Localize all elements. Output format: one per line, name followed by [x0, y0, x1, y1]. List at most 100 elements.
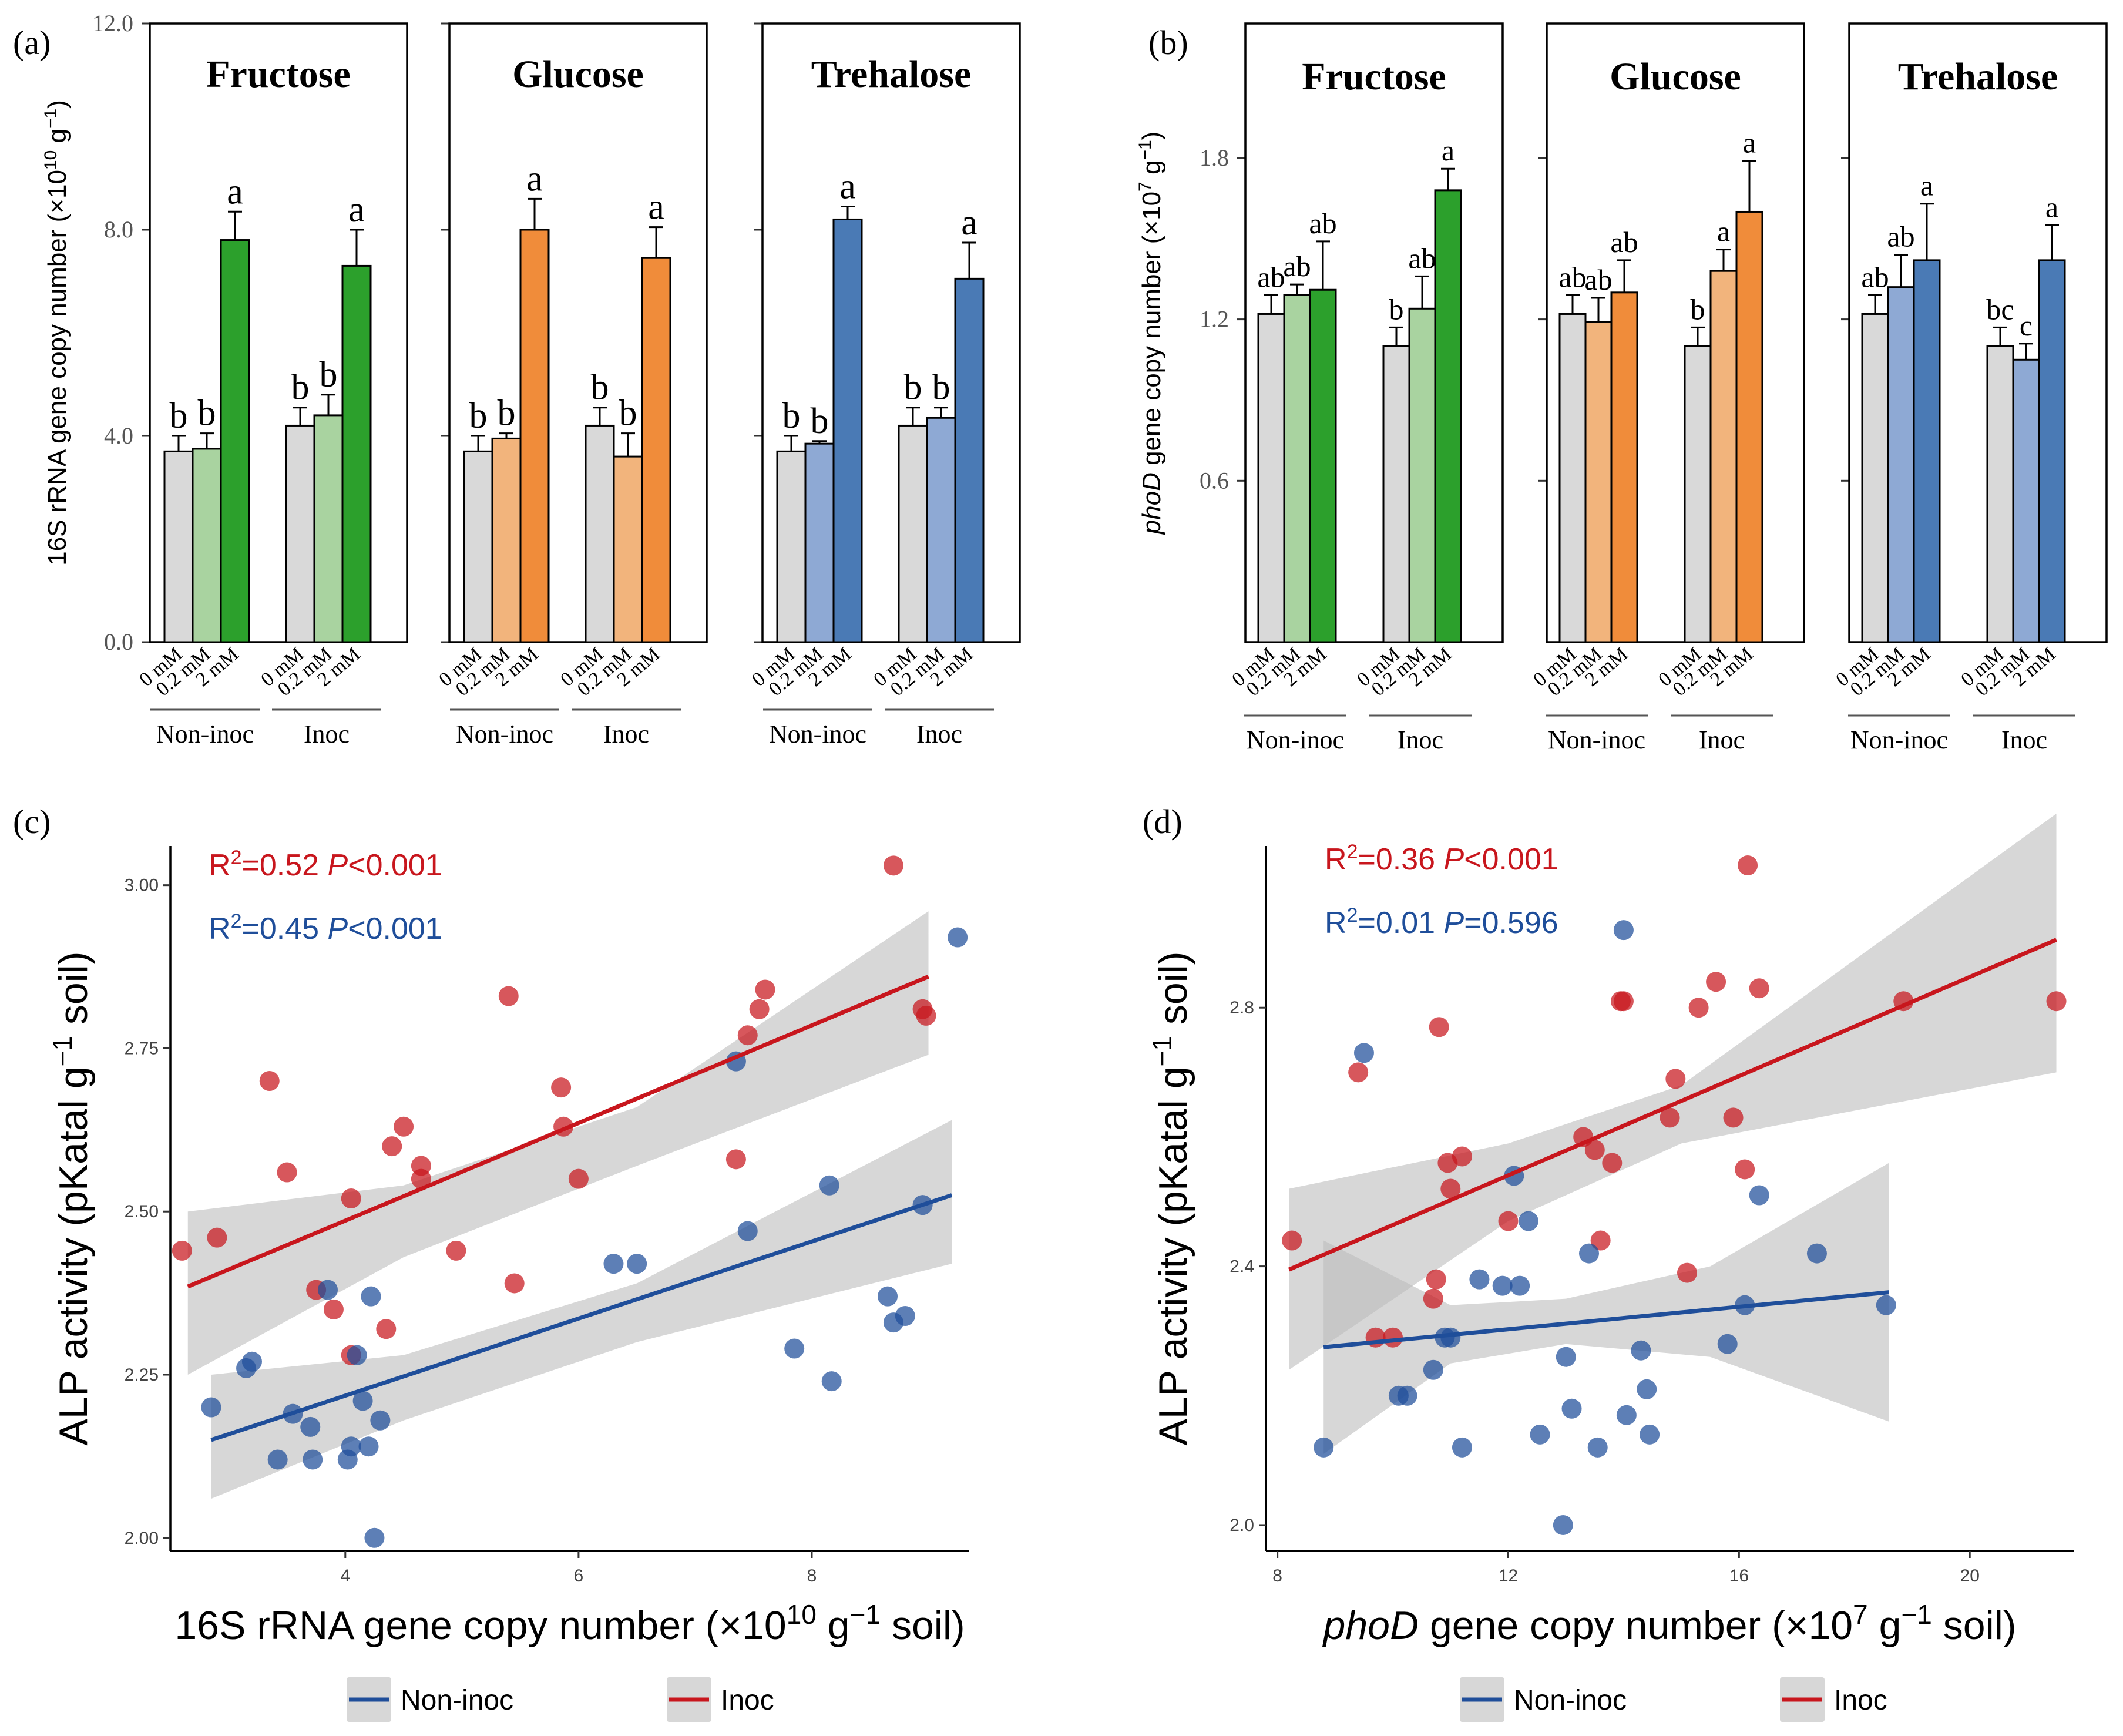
fit-line-non-inoc [1323, 1290, 1890, 1349]
x-axis-label-part: −1 [850, 1599, 881, 1630]
y-tick-label: 0.6 [1200, 467, 1229, 493]
significance-letter: bc [1986, 293, 2014, 325]
y-axis-label-part: g [43, 129, 72, 150]
facet-frame [1546, 22, 1805, 643]
facet-frame [1244, 22, 1504, 643]
fit-line-inoc [187, 974, 929, 1289]
bar [954, 277, 985, 643]
bar [1382, 345, 1410, 643]
stat-sup: 2 [1347, 904, 1358, 926]
group-label: Inoc [916, 720, 962, 748]
y-axis-label-part: −1 [47, 1036, 78, 1066]
stat-non-inoc: R2=0.01 P=0.596 [1325, 904, 1558, 940]
y-axis-label-part: 7 [1136, 182, 1155, 192]
data-point-non-inoc [1397, 1385, 1417, 1406]
significance-letter: b [932, 368, 950, 408]
data-point-non-inoc [1452, 1437, 1472, 1458]
data-point-non-inoc [1353, 1043, 1374, 1063]
stat-r2: =0.52 [241, 848, 327, 882]
stat-inoc: R2=0.52 P<0.001 [209, 847, 442, 882]
y-tick-label: 2.25 [125, 1365, 159, 1385]
y-axis-label-part: g [1137, 160, 1166, 182]
data-point-inoc [1723, 1107, 1744, 1128]
x-axis-label-part: gene copy number (×10 [1419, 1603, 1853, 1648]
data-point-non-inoc [603, 1254, 624, 1274]
significance-letter: b [170, 396, 188, 436]
data-point-non-inoc [1717, 1334, 1738, 1354]
y-tick-label: 1.2 [1200, 306, 1229, 333]
data-point-inoc [1706, 972, 1726, 992]
data-point-non-inoc [1423, 1359, 1443, 1380]
facet-frame [761, 22, 1021, 643]
y-tick-label: 8.0 [104, 216, 133, 243]
confidence-band-non-inoc [211, 1120, 952, 1499]
x-tick-label: 16 [1729, 1566, 1749, 1586]
bar [519, 229, 550, 643]
data-point-inoc [1660, 1107, 1680, 1128]
y-tick-label: 2.4 [1230, 1257, 1254, 1277]
y-axis-label-part: phoD [1137, 472, 1166, 535]
bar [1684, 345, 1712, 643]
legend-d: Non-inoc Inoc [1460, 1677, 1887, 1722]
x-axis-label: 16S rRNA gene copy number (×1010 g−1 soi… [174, 1599, 965, 1648]
bar [313, 414, 344, 643]
data-point-inoc [382, 1136, 402, 1157]
bar [491, 437, 522, 643]
y-axis-label-part: ) [1137, 132, 1166, 140]
legend-label: Inoc [721, 1685, 774, 1716]
confidence-band-non-inoc [1323, 1163, 1889, 1454]
legend-label: Non-inoc [1514, 1685, 1627, 1716]
stat-p: P [1444, 842, 1464, 877]
data-point-non-inoc [1876, 1295, 1896, 1315]
data-point-inoc [749, 999, 770, 1019]
data-point-inoc [1749, 978, 1769, 999]
data-point-inoc [1282, 1230, 1302, 1251]
legend-label: Non-inoc [401, 1685, 513, 1716]
x-axis-label-part: soil) [1932, 1603, 2017, 1648]
y-axis-label-part: ALP activity (pKatal g [1151, 1066, 1195, 1445]
data-point-non-inoc [878, 1286, 898, 1307]
stat-r: R [1325, 906, 1347, 940]
x-axis-label-part: phoD [1322, 1603, 1419, 1648]
significance-letter: b [1691, 293, 1705, 325]
x-tick-label: 20 [1960, 1566, 1980, 1586]
data-point-inoc [277, 1162, 297, 1183]
data-point-non-inoc [1314, 1437, 1334, 1458]
stat-inoc: R2=0.36 P<0.001 [1325, 841, 1558, 877]
data-point-non-inoc [948, 927, 968, 948]
data-point-inoc [172, 1240, 192, 1261]
facet-title: Glucose [1610, 55, 1741, 98]
confidence-band-inoc [1289, 813, 2057, 1370]
y-axis-label-part: soil) [51, 951, 96, 1036]
data-point-inoc [376, 1319, 397, 1339]
group-label: Inoc [2001, 726, 2047, 754]
data-point-non-inoc [358, 1436, 379, 1457]
data-point-inoc [323, 1299, 344, 1319]
data-point-inoc [1688, 998, 1709, 1018]
data-point-non-inoc [819, 1175, 839, 1196]
data-point-inoc [1665, 1069, 1686, 1089]
significance-letter: a [839, 167, 856, 207]
bar [1887, 286, 1915, 643]
stat-r2: =0.01 [1358, 906, 1443, 940]
data-point-non-inoc [1556, 1347, 1576, 1367]
y-tick-label: 1.8 [1200, 145, 1229, 171]
significance-letter: b [591, 368, 609, 408]
fit-line-non-inoc [210, 1193, 953, 1442]
significance-letter: ab [1610, 226, 1638, 258]
group-label: Inoc [603, 720, 649, 748]
y-tick-label: 12.0 [92, 10, 133, 36]
y-axis-label-part: soil) [1151, 951, 1195, 1036]
data-point-inoc [1613, 991, 1634, 1012]
stat-r: R [209, 912, 231, 946]
data-point-inoc [755, 979, 775, 1000]
bar [463, 450, 493, 643]
facet-title: Fructose [1302, 55, 1446, 98]
significance-letter: b [782, 396, 801, 436]
y-tick-label: 4.0 [104, 422, 133, 449]
data-point-non-inoc [267, 1449, 288, 1470]
data-point-non-inoc [784, 1338, 805, 1359]
significance-letter: b [1389, 293, 1404, 325]
